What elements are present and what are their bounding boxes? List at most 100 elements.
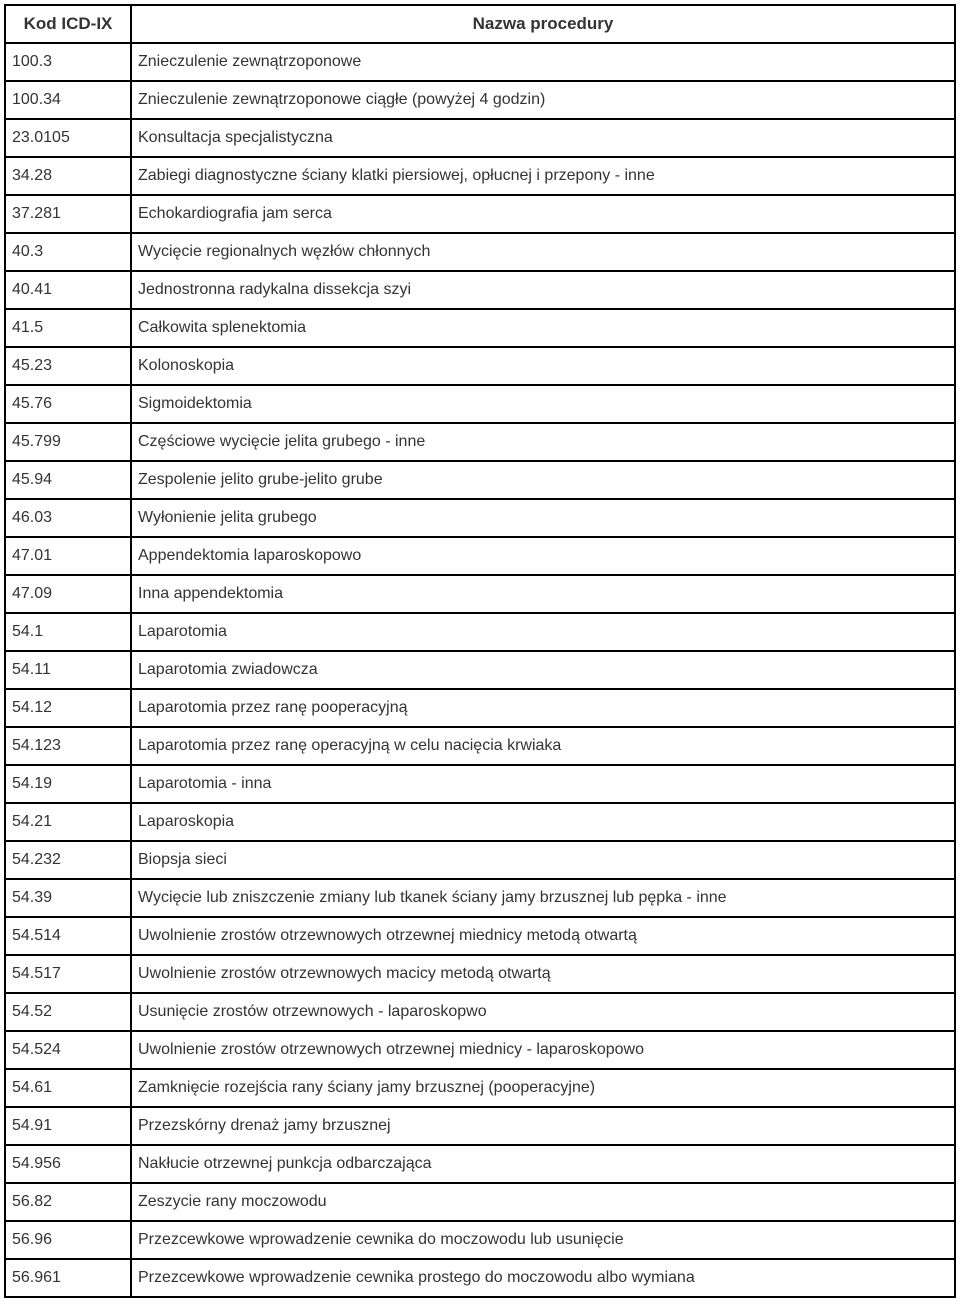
table-row: 45.76Sigmoidektomia [5,385,955,423]
name-cell: Zeszycie rany moczowodu [131,1183,955,1221]
code-cell: 54.39 [5,879,131,917]
name-cell: Sigmoidektomia [131,385,955,423]
table-row: 100.34Znieczulenie zewnątrzoponowe ciągł… [5,81,955,119]
procedures-table: Kod ICD-IX Nazwa procedury 100.3Znieczul… [4,4,956,1298]
code-cell: 54.123 [5,727,131,765]
table-row: 54.517Uwolnienie zrostów otrzewnowych ma… [5,955,955,993]
name-cell: Przezcewkowe wprowadzenie cewnika proste… [131,1259,955,1297]
name-cell: Appendektomia laparoskopowo [131,537,955,575]
table-row: 34.28Zabiegi diagnostyczne ściany klatki… [5,157,955,195]
name-cell: Laparotomia przez ranę operacyjną w celu… [131,727,955,765]
code-cell: 56.82 [5,1183,131,1221]
code-cell: 54.52 [5,993,131,1031]
name-cell: Uwolnienie zrostów otrzewnowych otrzewne… [131,917,955,955]
table-row: 54.12Laparotomia przez ranę pooperacyjną [5,689,955,727]
table-row: 54.21Laparoskopia [5,803,955,841]
code-cell: 54.524 [5,1031,131,1069]
name-cell: Laparotomia [131,613,955,651]
table-row: 37.281Echokardiografia jam serca [5,195,955,233]
name-cell: Echokardiografia jam serca [131,195,955,233]
code-cell: 54.91 [5,1107,131,1145]
table-row: 54.956Nakłucie otrzewnej punkcja odbarcz… [5,1145,955,1183]
code-cell: 54.514 [5,917,131,955]
name-cell: Wyłonienie jelita grubego [131,499,955,537]
name-cell: Jednostronna radykalna dissekcja szyi [131,271,955,309]
table-row: 54.1Laparotomia [5,613,955,651]
name-cell: Kolonoskopia [131,347,955,385]
code-cell: 54.19 [5,765,131,803]
name-cell: Znieczulenie zewnątrzoponowe [131,43,955,81]
name-cell: Zespolenie jelito grube-jelito grube [131,461,955,499]
table-row: 54.123Laparotomia przez ranę operacyjną … [5,727,955,765]
name-cell: Całkowita splenektomia [131,309,955,347]
table-row: 100.3Znieczulenie zewnątrzoponowe [5,43,955,81]
name-cell: Przezskórny drenaż jamy brzusznej [131,1107,955,1145]
code-cell: 47.01 [5,537,131,575]
table-row: 56.96Przezcewkowe wprowadzenie cewnika d… [5,1221,955,1259]
name-cell: Laparotomia - inna [131,765,955,803]
name-cell: Zamknięcie rozejścia rany ściany jamy br… [131,1069,955,1107]
table-header-row: Kod ICD-IX Nazwa procedury [5,5,955,43]
name-column-header: Nazwa procedury [131,5,955,43]
name-cell: Laparotomia zwiadowcza [131,651,955,689]
name-cell: Inna appendektomia [131,575,955,613]
name-cell: Laparoskopia [131,803,955,841]
name-cell: Biopsja sieci [131,841,955,879]
code-cell: 54.21 [5,803,131,841]
code-cell: 45.94 [5,461,131,499]
code-cell: 45.76 [5,385,131,423]
name-cell: Częściowe wycięcie jelita grubego - inne [131,423,955,461]
name-cell: Laparotomia przez ranę pooperacyjną [131,689,955,727]
name-cell: Znieczulenie zewnątrzoponowe ciągłe (pow… [131,81,955,119]
code-cell: 54.232 [5,841,131,879]
code-cell: 45.799 [5,423,131,461]
table-row: 54.19Laparotomia - inna [5,765,955,803]
name-cell: Wycięcie lub zniszczenie zmiany lub tkan… [131,879,955,917]
code-cell: 54.61 [5,1069,131,1107]
table-row: 54.61Zamknięcie rozejścia rany ściany ja… [5,1069,955,1107]
code-cell: 23.0105 [5,119,131,157]
table-row: 54.39Wycięcie lub zniszczenie zmiany lub… [5,879,955,917]
table-row: 46.03Wyłonienie jelita grubego [5,499,955,537]
table-row: 40.41Jednostronna radykalna dissekcja sz… [5,271,955,309]
code-cell: 100.3 [5,43,131,81]
code-cell: 56.96 [5,1221,131,1259]
table-body: 100.3Znieczulenie zewnątrzoponowe100.34Z… [5,43,955,1297]
code-cell: 56.961 [5,1259,131,1297]
code-cell: 45.23 [5,347,131,385]
code-cell: 46.03 [5,499,131,537]
table-row: 45.799Częściowe wycięcie jelita grubego … [5,423,955,461]
table-row: 54.232Biopsja sieci [5,841,955,879]
code-cell: 54.1 [5,613,131,651]
name-cell: Nakłucie otrzewnej punkcja odbarczająca [131,1145,955,1183]
code-cell: 54.956 [5,1145,131,1183]
name-cell: Zabiegi diagnostyczne ściany klatki pier… [131,157,955,195]
name-cell: Konsultacja specjalistyczna [131,119,955,157]
table-row: 54.91Przezskórny drenaż jamy brzusznej [5,1107,955,1145]
table-row: 54.524Uwolnienie zrostów otrzewnowych ot… [5,1031,955,1069]
code-cell: 40.3 [5,233,131,271]
table-row: 45.23Kolonoskopia [5,347,955,385]
code-cell: 47.09 [5,575,131,613]
table-row: 54.52Usunięcie zrostów otrzewnowych - la… [5,993,955,1031]
code-cell: 100.34 [5,81,131,119]
code-cell: 54.11 [5,651,131,689]
name-cell: Uwolnienie zrostów otrzewnowych otrzewne… [131,1031,955,1069]
code-cell: 34.28 [5,157,131,195]
table-row: 40.3Wycięcie regionalnych węzłów chłonny… [5,233,955,271]
table-row: 47.01Appendektomia laparoskopowo [5,537,955,575]
code-cell: 54.12 [5,689,131,727]
table-row: 54.514Uwolnienie zrostów otrzewnowych ot… [5,917,955,955]
code-cell: 37.281 [5,195,131,233]
table-row: 54.11Laparotomia zwiadowcza [5,651,955,689]
table-row: 56.82Zeszycie rany moczowodu [5,1183,955,1221]
name-cell: Wycięcie regionalnych węzłów chłonnych [131,233,955,271]
table-row: 45.94Zespolenie jelito grube-jelito grub… [5,461,955,499]
table-row: 41.5Całkowita splenektomia [5,309,955,347]
table-row: 47.09Inna appendektomia [5,575,955,613]
table-row: 56.961Przezcewkowe wprowadzenie cewnika … [5,1259,955,1297]
name-cell: Uwolnienie zrostów otrzewnowych macicy m… [131,955,955,993]
code-cell: 41.5 [5,309,131,347]
code-column-header: Kod ICD-IX [5,5,131,43]
table-row: 23.0105Konsultacja specjalistyczna [5,119,955,157]
